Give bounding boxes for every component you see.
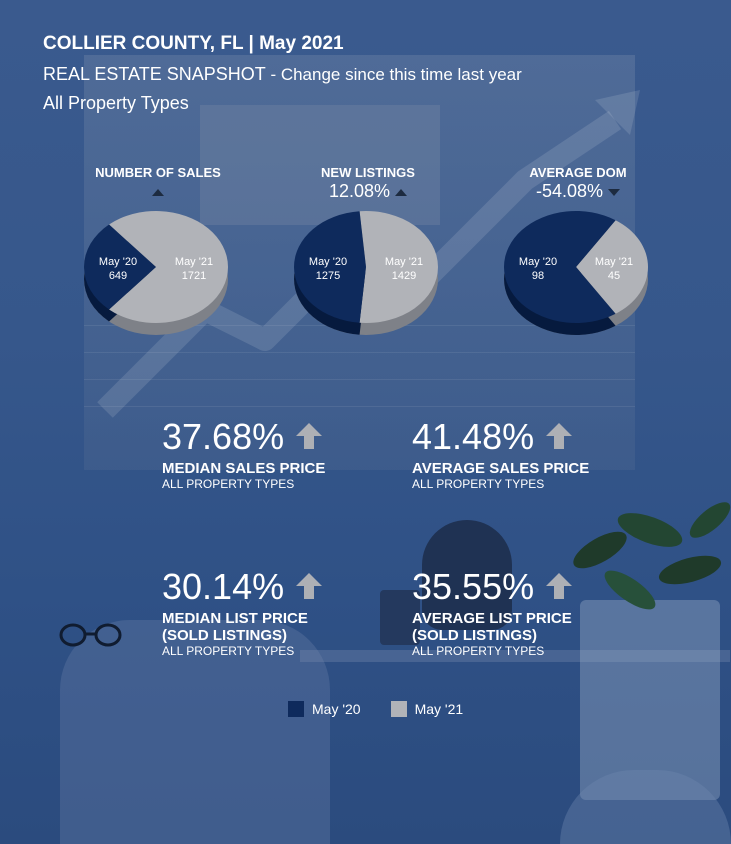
pie-label-may20: May '20 [99, 256, 137, 268]
stat-median-sales-price: 37.68% MEDIAN SALES PRICE ALL PROPERTY T… [162, 416, 325, 491]
stat-sublabel: ALL PROPERTY TYPES [412, 477, 545, 492]
stat-label: AVERAGE LIST PRICE [412, 610, 572, 628]
page-title: COLLIER COUNTY, FL | May 2021 [43, 33, 344, 54]
stat-sublabel: ALL PROPERTY TYPES [162, 644, 295, 659]
pie-slice-may21 [359, 211, 438, 323]
subtitle-suffix: - Change since this time last year [265, 65, 522, 84]
subtitle-main: REAL ESTATE SNAPSHOT [43, 64, 266, 84]
property-types-label: All Property Types [43, 93, 189, 113]
chart-title-average-dom: AVERAGE DOM [529, 165, 627, 180]
chart-change-new-listings: 12.08% [278, 181, 458, 202]
pie-slice-may21 [109, 211, 228, 323]
background-glasses [59, 623, 122, 647]
stat-median-list-price: 30.14% MEDIAN LIST PRICE (SOLD LISTINGS)… [162, 566, 324, 658]
legend-swatch [288, 701, 304, 717]
stat-sublabel: ALL PROPERTY TYPES [162, 477, 295, 492]
pie-label-may20: May '20 [309, 256, 347, 268]
pie-value-may20: 98 [532, 270, 544, 282]
legend-item-may20: May '20 [288, 701, 361, 717]
up-arrow-icon [294, 568, 324, 610]
pie-value-may20: 649 [109, 270, 127, 282]
legend-label: May '20 [312, 701, 361, 717]
background-table-line [84, 379, 635, 380]
background-plant-leaves [573, 502, 731, 610]
pie-slice-may21 [576, 220, 648, 314]
up-arrow-icon [544, 418, 574, 460]
background-table-line [84, 352, 635, 353]
pie-value-may21: 1429 [392, 270, 416, 282]
stat-label: AVERAGE SALES PRICE [412, 460, 590, 478]
change-value: 12.08% [328, 181, 391, 201]
background-kettle [422, 520, 512, 630]
background-table-line [84, 406, 635, 407]
stat-percentage: 37.68% [162, 416, 325, 460]
up-arrow-icon [395, 188, 408, 196]
stat-percentage: 41.48% [412, 416, 589, 460]
up-arrow-icon [152, 188, 164, 196]
pie-slice-may20 [294, 211, 366, 323]
chart-change-number-of-sales [68, 181, 248, 202]
stat-label: MEDIAN LIST PRICE [162, 610, 308, 628]
pie-label-may20: May '20 [519, 256, 557, 268]
background-chair [60, 620, 330, 844]
stat-sublabel: ALL PROPERTY TYPES [412, 644, 545, 659]
stat-label: MEDIAN SALES PRICE [162, 460, 326, 478]
legend-item-may21: May '21 [390, 701, 464, 717]
pie-chart-average-dom: May '20 98 May '21 45 [504, 211, 648, 335]
legend-swatch [390, 701, 407, 717]
stat-percentage: 35.55% [412, 566, 574, 610]
pie-value-may20: 1275 [316, 270, 340, 282]
legend-label: May '21 [414, 701, 464, 717]
pie-slice-may20 [504, 211, 616, 323]
down-arrow-icon [608, 188, 621, 196]
pie-label-may21: May '21 [175, 256, 213, 268]
pie-label-may21: May '21 [595, 256, 633, 268]
chart-legend: May '20 May '21 [288, 701, 493, 717]
chart-change-average-dom: -54.08% [488, 181, 668, 202]
pie-label-may21: May '21 [385, 256, 423, 268]
stat-average-sales-price: 41.48% AVERAGE SALES PRICE ALL PROPERTY … [412, 416, 589, 491]
stat-label-qualifier: (SOLD LISTINGS) [412, 627, 537, 645]
background-house-image [200, 105, 440, 225]
chart-title-number-of-sales: NUMBER OF SALES [95, 165, 221, 180]
up-arrow-icon [544, 568, 574, 610]
background-plant-pot [580, 600, 720, 800]
pie-chart-new-listings: May '20 1275 May '21 1429 [293, 211, 438, 335]
stat-percentage: 30.14% [162, 566, 324, 610]
page-subtitle: REAL ESTATE SNAPSHOT - Change since this… [43, 64, 522, 85]
pie-chart-number-of-sales: May '20 649 May '21 1721 [84, 211, 228, 335]
pie-value-may21: 45 [608, 270, 620, 282]
up-arrow-icon [294, 418, 324, 460]
stat-average-list-price: 35.55% AVERAGE LIST PRICE (SOLD LISTINGS… [412, 566, 574, 658]
background-desk [300, 650, 730, 662]
pie-value-may21: 1721 [182, 270, 206, 282]
pie-slice-may20 [84, 224, 156, 310]
stat-label-qualifier: (SOLD LISTINGS) [162, 627, 287, 645]
change-value: -54.08% [535, 181, 604, 201]
chart-title-new-listings: NEW LISTINGS [321, 165, 415, 180]
background-mug [380, 590, 420, 645]
